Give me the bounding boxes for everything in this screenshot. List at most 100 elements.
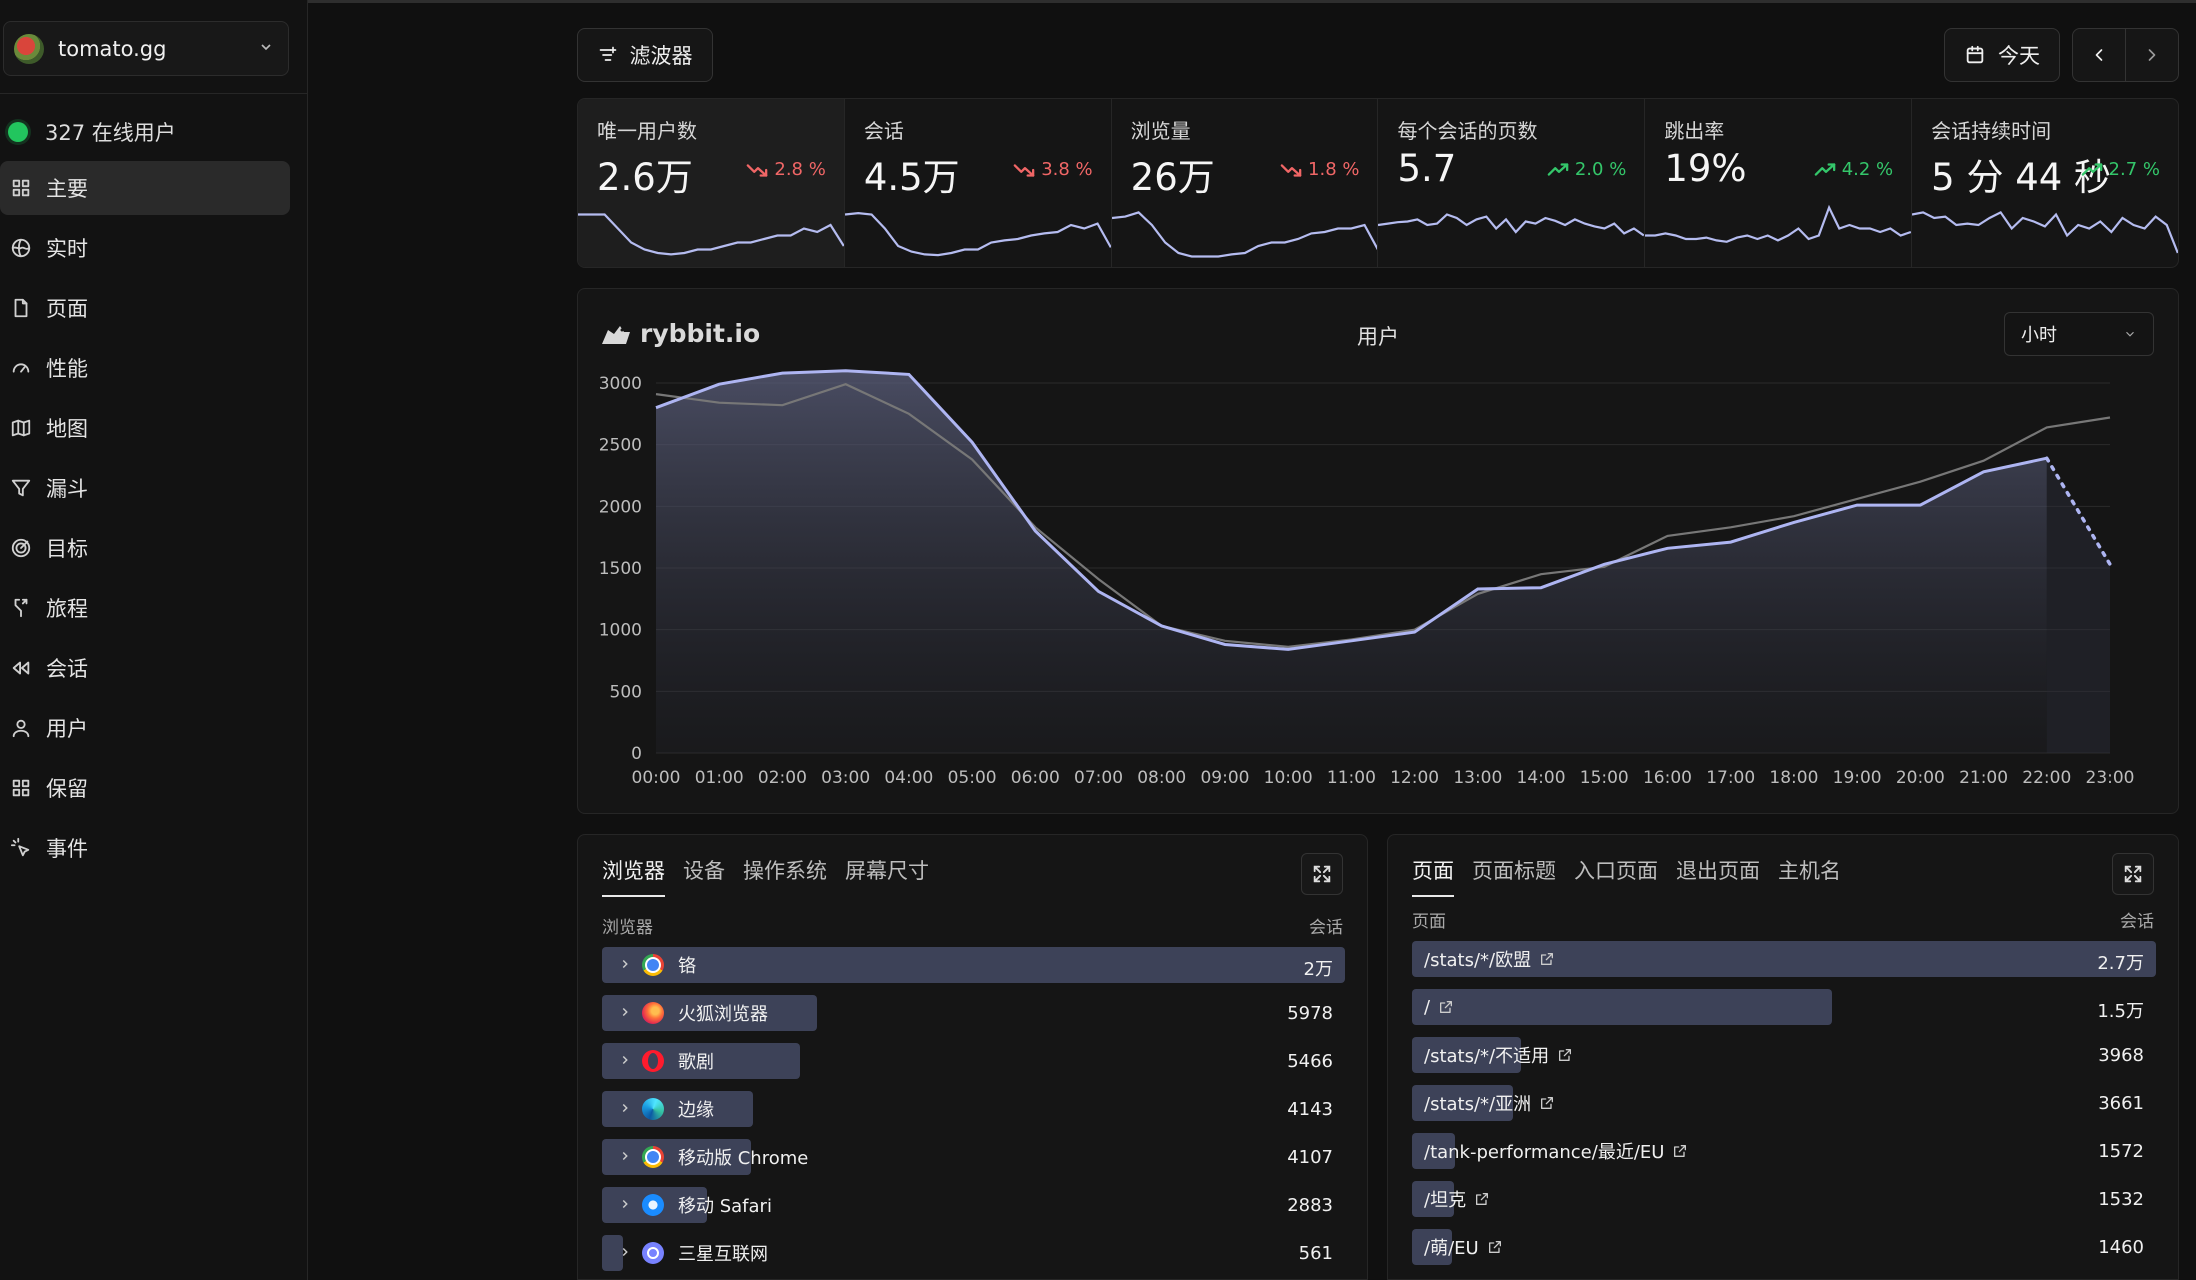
tab-0[interactable]: 浏览器 [602, 855, 665, 897]
list-item[interactable]: 铬 2万 [602, 947, 1345, 983]
sessions-value: 1532 [2098, 1189, 2144, 1210]
stat-card-3[interactable]: 每个会话的页数 5.7 2.0 % [1378, 99, 1646, 267]
list-item[interactable]: /stats/*/不适用 3968 [1412, 1037, 2156, 1073]
x-tick-label: 23:00 [2086, 768, 2135, 788]
tab-3[interactable]: 退出页面 [1676, 859, 1760, 883]
list-item[interactable]: /stats/*/欧盟 2.7万 [1412, 941, 2156, 977]
stat-change: 4.2 % [1814, 159, 1893, 180]
expand-button[interactable] [2112, 853, 2154, 895]
list-item[interactable]: /坦克 1532 [1412, 1181, 2156, 1217]
sidebar-item-1[interactable]: 实时 [0, 221, 290, 275]
stat-change-value: 2.0 % [1574, 159, 1627, 180]
list-item[interactable]: 移动 Safari 2883 [602, 1187, 1345, 1223]
sparkline [578, 213, 844, 256]
online-users[interactable]: 327 在线用户 [8, 117, 176, 147]
external-link-icon[interactable] [1487, 1239, 1503, 1255]
sidebar-item-9[interactable]: 用户 [0, 701, 290, 755]
list-item[interactable]: 移动版 Chrome 4107 [602, 1139, 1345, 1175]
tab-3[interactable]: 屏幕尺寸 [845, 859, 929, 883]
sidebar-item-0[interactable]: 主要 [0, 161, 290, 215]
sidebar-item-8[interactable]: 会话 [0, 641, 290, 695]
next-period-button[interactable] [2125, 28, 2179, 82]
sidebar-item-4[interactable]: 地图 [0, 401, 290, 455]
stat-card-4[interactable]: 跳出率 19% 4.2 % [1645, 99, 1913, 267]
stat-change-value: 4.2 % [1841, 159, 1894, 180]
chevron-right-icon[interactable] [618, 1244, 632, 1263]
top-border [308, 0, 2196, 3]
sessions-value: 1460 [2098, 1237, 2144, 1258]
rewind-icon [10, 657, 32, 679]
sidebar-item-11[interactable]: 事件 [0, 821, 290, 875]
browser-name: 边缘 [678, 1100, 714, 1121]
filter-icon [599, 46, 616, 61]
tab-2[interactable]: 操作系统 [743, 859, 827, 883]
stat-card-5[interactable]: 会话持续时间 5 分 44 秒 2.7 % [1912, 99, 2178, 267]
x-tick-label: 22:00 [2022, 768, 2071, 788]
filter-button[interactable]: 滤波器 [577, 28, 713, 82]
date-picker-button[interactable]: 今天 [1944, 28, 2060, 82]
external-link-icon[interactable] [1539, 1095, 1555, 1111]
external-link-icon[interactable] [1474, 1191, 1490, 1207]
tab-4[interactable]: 主机名 [1778, 859, 1841, 883]
list-item[interactable]: /萌/EU 1460 [1412, 1229, 2156, 1265]
users-area-partial [2046, 458, 2110, 753]
sidebar-item-label: 地图 [46, 417, 88, 441]
sparkline [1111, 211, 1378, 258]
tab-1[interactable]: 页面标题 [1472, 859, 1556, 883]
sidebar-item-label: 旅程 [46, 597, 88, 621]
list-item[interactable]: / 1.5万 [1412, 989, 2156, 1025]
sidebar-item-2[interactable]: 页面 [0, 281, 290, 335]
stat-card-0[interactable]: 唯一用户数 2.6万 2.8 % [578, 99, 845, 267]
sidebar-item-5[interactable]: 漏斗 [0, 461, 290, 515]
sidebar-item-6[interactable]: 目标 [0, 521, 290, 575]
row-bar [1412, 1085, 1514, 1121]
tab-2[interactable]: 入口页面 [1574, 859, 1658, 883]
browser-name: 火狐浏览器 [678, 1004, 768, 1025]
stat-label: 每个会话的页数 [1397, 119, 1538, 143]
external-link-icon[interactable] [1557, 1047, 1573, 1063]
list-item[interactable]: 边缘 4143 [602, 1091, 1345, 1127]
stat-card-2[interactable]: 浏览量 26万 1.8 % [1111, 99, 1379, 267]
y-tick-label: 2000 [599, 497, 642, 517]
funnel-icon [10, 477, 32, 499]
list-item[interactable]: /tank-performance/最近/EU 1572 [1412, 1133, 2156, 1169]
stat-card-1[interactable]: 会话 4.5万 3.8 % [844, 99, 1112, 267]
time-bucket-select[interactable]: 小时 [2004, 312, 2154, 356]
sidebar-item-10[interactable]: 保留 [0, 761, 290, 815]
tab-1[interactable]: 设备 [683, 859, 725, 883]
list-item[interactable]: 歌剧 5466 [602, 1043, 1345, 1079]
sidebar-nav: 主要实时页面性能地图漏斗目标旅程会话用户保留事件 [0, 161, 290, 881]
expand-button[interactable] [1301, 853, 1343, 895]
samsung-icon [642, 1242, 664, 1264]
previous-period-button[interactable] [2072, 28, 2126, 82]
external-link-icon[interactable] [1539, 951, 1555, 967]
sidebar-item-7[interactable]: 旅程 [0, 581, 290, 635]
pages-tabs: 页面 页面标题 入口页面 退出页面 主机名 [1412, 855, 1859, 897]
chevron-right-icon[interactable] [618, 1004, 632, 1023]
list-item[interactable]: 火狐浏览器 5978 [602, 995, 1345, 1031]
page-path: /stats/*/不适用 [1424, 1046, 1550, 1067]
stat-change-value: 1.8 % [1308, 159, 1360, 180]
x-tick-label: 20:00 [1896, 768, 1945, 788]
tab-0[interactable]: 页面 [1412, 855, 1454, 897]
chevron-right-icon[interactable] [618, 1052, 632, 1071]
sidebar-item-label: 页面 [46, 297, 88, 321]
site-selector[interactable]: tomato.gg [3, 21, 289, 76]
external-link-icon[interactable] [1672, 1143, 1688, 1159]
sessions-value: 2万 [1303, 959, 1333, 980]
list-item[interactable]: 三星互联网 561 [602, 1235, 1345, 1271]
sessions-value: 4107 [1287, 1147, 1333, 1168]
stat-value: 4.5万 [863, 156, 960, 199]
x-tick-label: 21:00 [1959, 768, 2008, 788]
trend-down-icon [1013, 163, 1035, 177]
chevron-right-icon[interactable] [618, 1196, 632, 1215]
chevron-right-icon[interactable] [618, 1100, 632, 1119]
list-item[interactable]: /stats/*/亚洲 3661 [1412, 1085, 2156, 1121]
chevron-right-icon[interactable] [618, 1148, 632, 1167]
external-link-icon[interactable] [1438, 999, 1454, 1015]
chevron-down-icon [2126, 331, 2134, 337]
sidebar-item-3[interactable]: 性能 [0, 341, 290, 395]
sidebar-item-label: 目标 [46, 537, 88, 561]
chevron-down-icon [258, 39, 274, 59]
chevron-right-icon[interactable] [618, 956, 632, 975]
